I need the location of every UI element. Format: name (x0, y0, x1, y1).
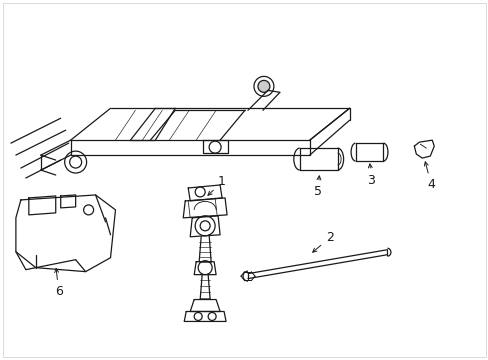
Text: 1: 1 (207, 175, 225, 195)
Circle shape (258, 80, 269, 92)
Text: 4: 4 (424, 162, 434, 192)
Text: 2: 2 (312, 231, 333, 252)
Text: 5: 5 (313, 176, 321, 198)
Text: 6: 6 (55, 269, 62, 298)
Text: 3: 3 (367, 164, 375, 186)
